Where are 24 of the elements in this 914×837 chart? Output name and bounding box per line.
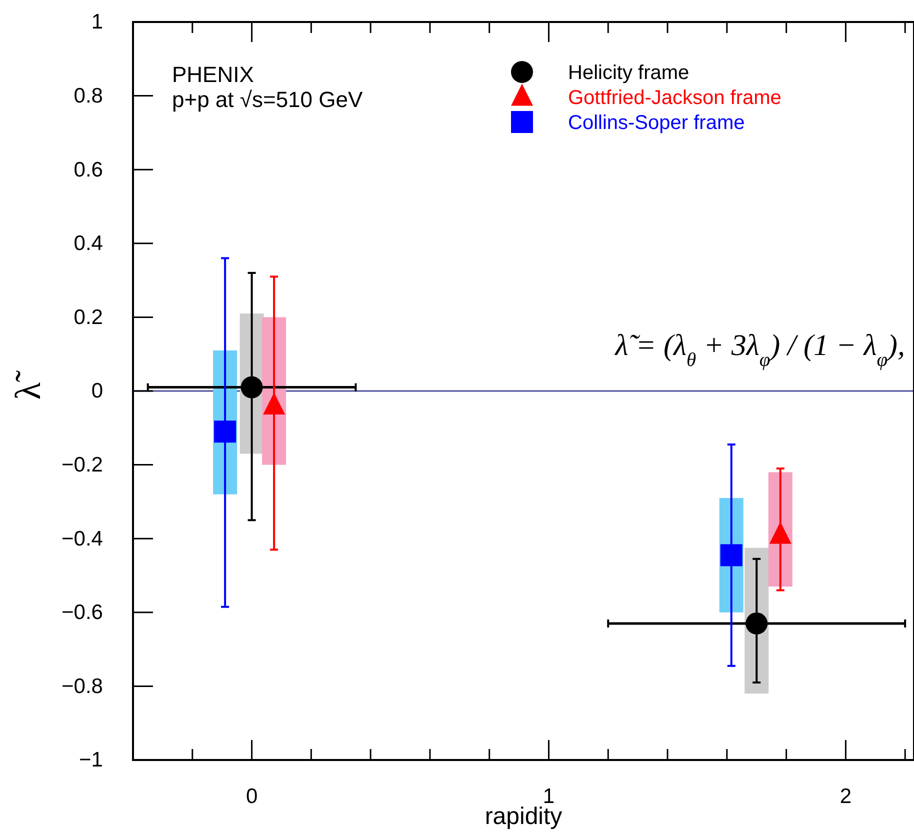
y-tick-label: −0.4 [62,527,104,550]
y-axis-title: λ̃ [8,370,48,400]
annotation: p+p at √s=510 GeV [172,87,363,112]
point [240,376,263,398]
y-tick-label: 1 [91,10,103,34]
y-tick-label: 0.2 [74,306,103,329]
y-tick-label: −0.6 [62,601,103,624]
legend-label: Collins-Soper frame [568,112,745,134]
y-tick-label: 0.6 [74,158,103,182]
y-tick-label: 0.4 [74,232,104,256]
y-tick-label: −0.8 [62,674,103,698]
x-tick-label: 2 [840,784,852,808]
annotation: PHENIX [172,62,254,87]
point [746,612,768,634]
x-tick-label: 0 [246,784,258,808]
y-tick-label: −0.2 [62,454,103,477]
y-tick-label: 0.8 [74,84,103,108]
point [214,420,236,443]
y-tick-label: −1 [79,748,103,772]
point [720,544,742,566]
legend-label: Helicity frame [568,62,690,84]
y-tick-label: 0 [91,380,103,403]
annotation: λ̃ = (λ$_{θ}$ + 3λ$_{φ}$) / (1 − λ$_{φ}$), [614,329,905,370]
legend-label: Gottfried-Jackson frame [568,87,782,109]
